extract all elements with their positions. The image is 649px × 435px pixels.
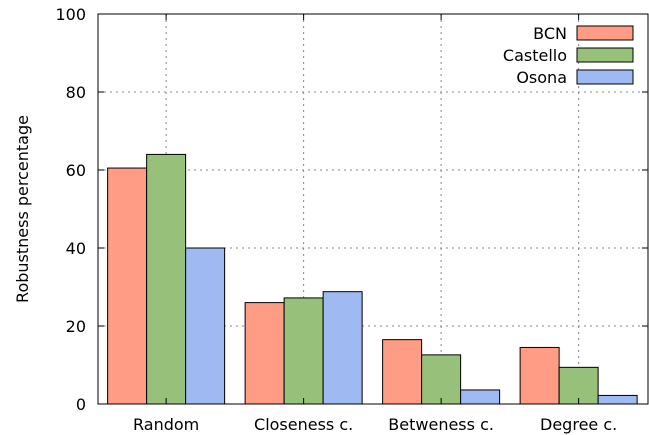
plot-frame xyxy=(97,13,649,405)
legend: BCN Castello Osona xyxy=(503,24,634,87)
x-tick-label: Closeness c. xyxy=(254,415,353,434)
bar-bcn-1 xyxy=(244,302,285,405)
x-tick-label: Random xyxy=(133,415,199,434)
bar-bcn-2 xyxy=(382,339,423,405)
bar-osona-0 xyxy=(185,247,226,405)
bar-castello-2 xyxy=(421,354,462,405)
legend-swatch-osona xyxy=(576,69,634,85)
bar-bcn-0 xyxy=(107,167,148,405)
bar-castello-3 xyxy=(558,366,599,405)
bar-osona-1 xyxy=(322,291,363,405)
y-tick-label: 0 xyxy=(76,395,86,414)
bar-castello-1 xyxy=(283,297,324,405)
bar-osona-3 xyxy=(597,394,638,405)
y-tick-label: 40 xyxy=(66,239,86,258)
bars xyxy=(107,153,638,405)
bar-bcn-3 xyxy=(519,346,560,405)
y-tick-label: 80 xyxy=(66,83,86,102)
y-tick-label: 20 xyxy=(66,317,86,336)
legend-label-osona: Osona xyxy=(516,68,567,87)
bar-osona-2 xyxy=(460,389,501,405)
legend-label-bcn: BCN xyxy=(533,24,567,43)
y-axis-label: Robustness percentage xyxy=(13,115,32,303)
y-tick-label: 100 xyxy=(55,5,86,24)
x-tick-label: Degree c. xyxy=(540,415,617,434)
legend-label-castello: Castello xyxy=(503,46,567,65)
legend-swatch-castello xyxy=(576,47,634,63)
y-tick-label: 60 xyxy=(66,161,86,180)
legend-swatch-bcn xyxy=(576,25,634,41)
axis-ticks: 0 20 40 60 80 100 Random Closeness c. Betweness … xyxy=(55,5,648,434)
bar-castello-0 xyxy=(146,153,187,405)
x-tick-label: Betweness c. xyxy=(388,415,494,434)
